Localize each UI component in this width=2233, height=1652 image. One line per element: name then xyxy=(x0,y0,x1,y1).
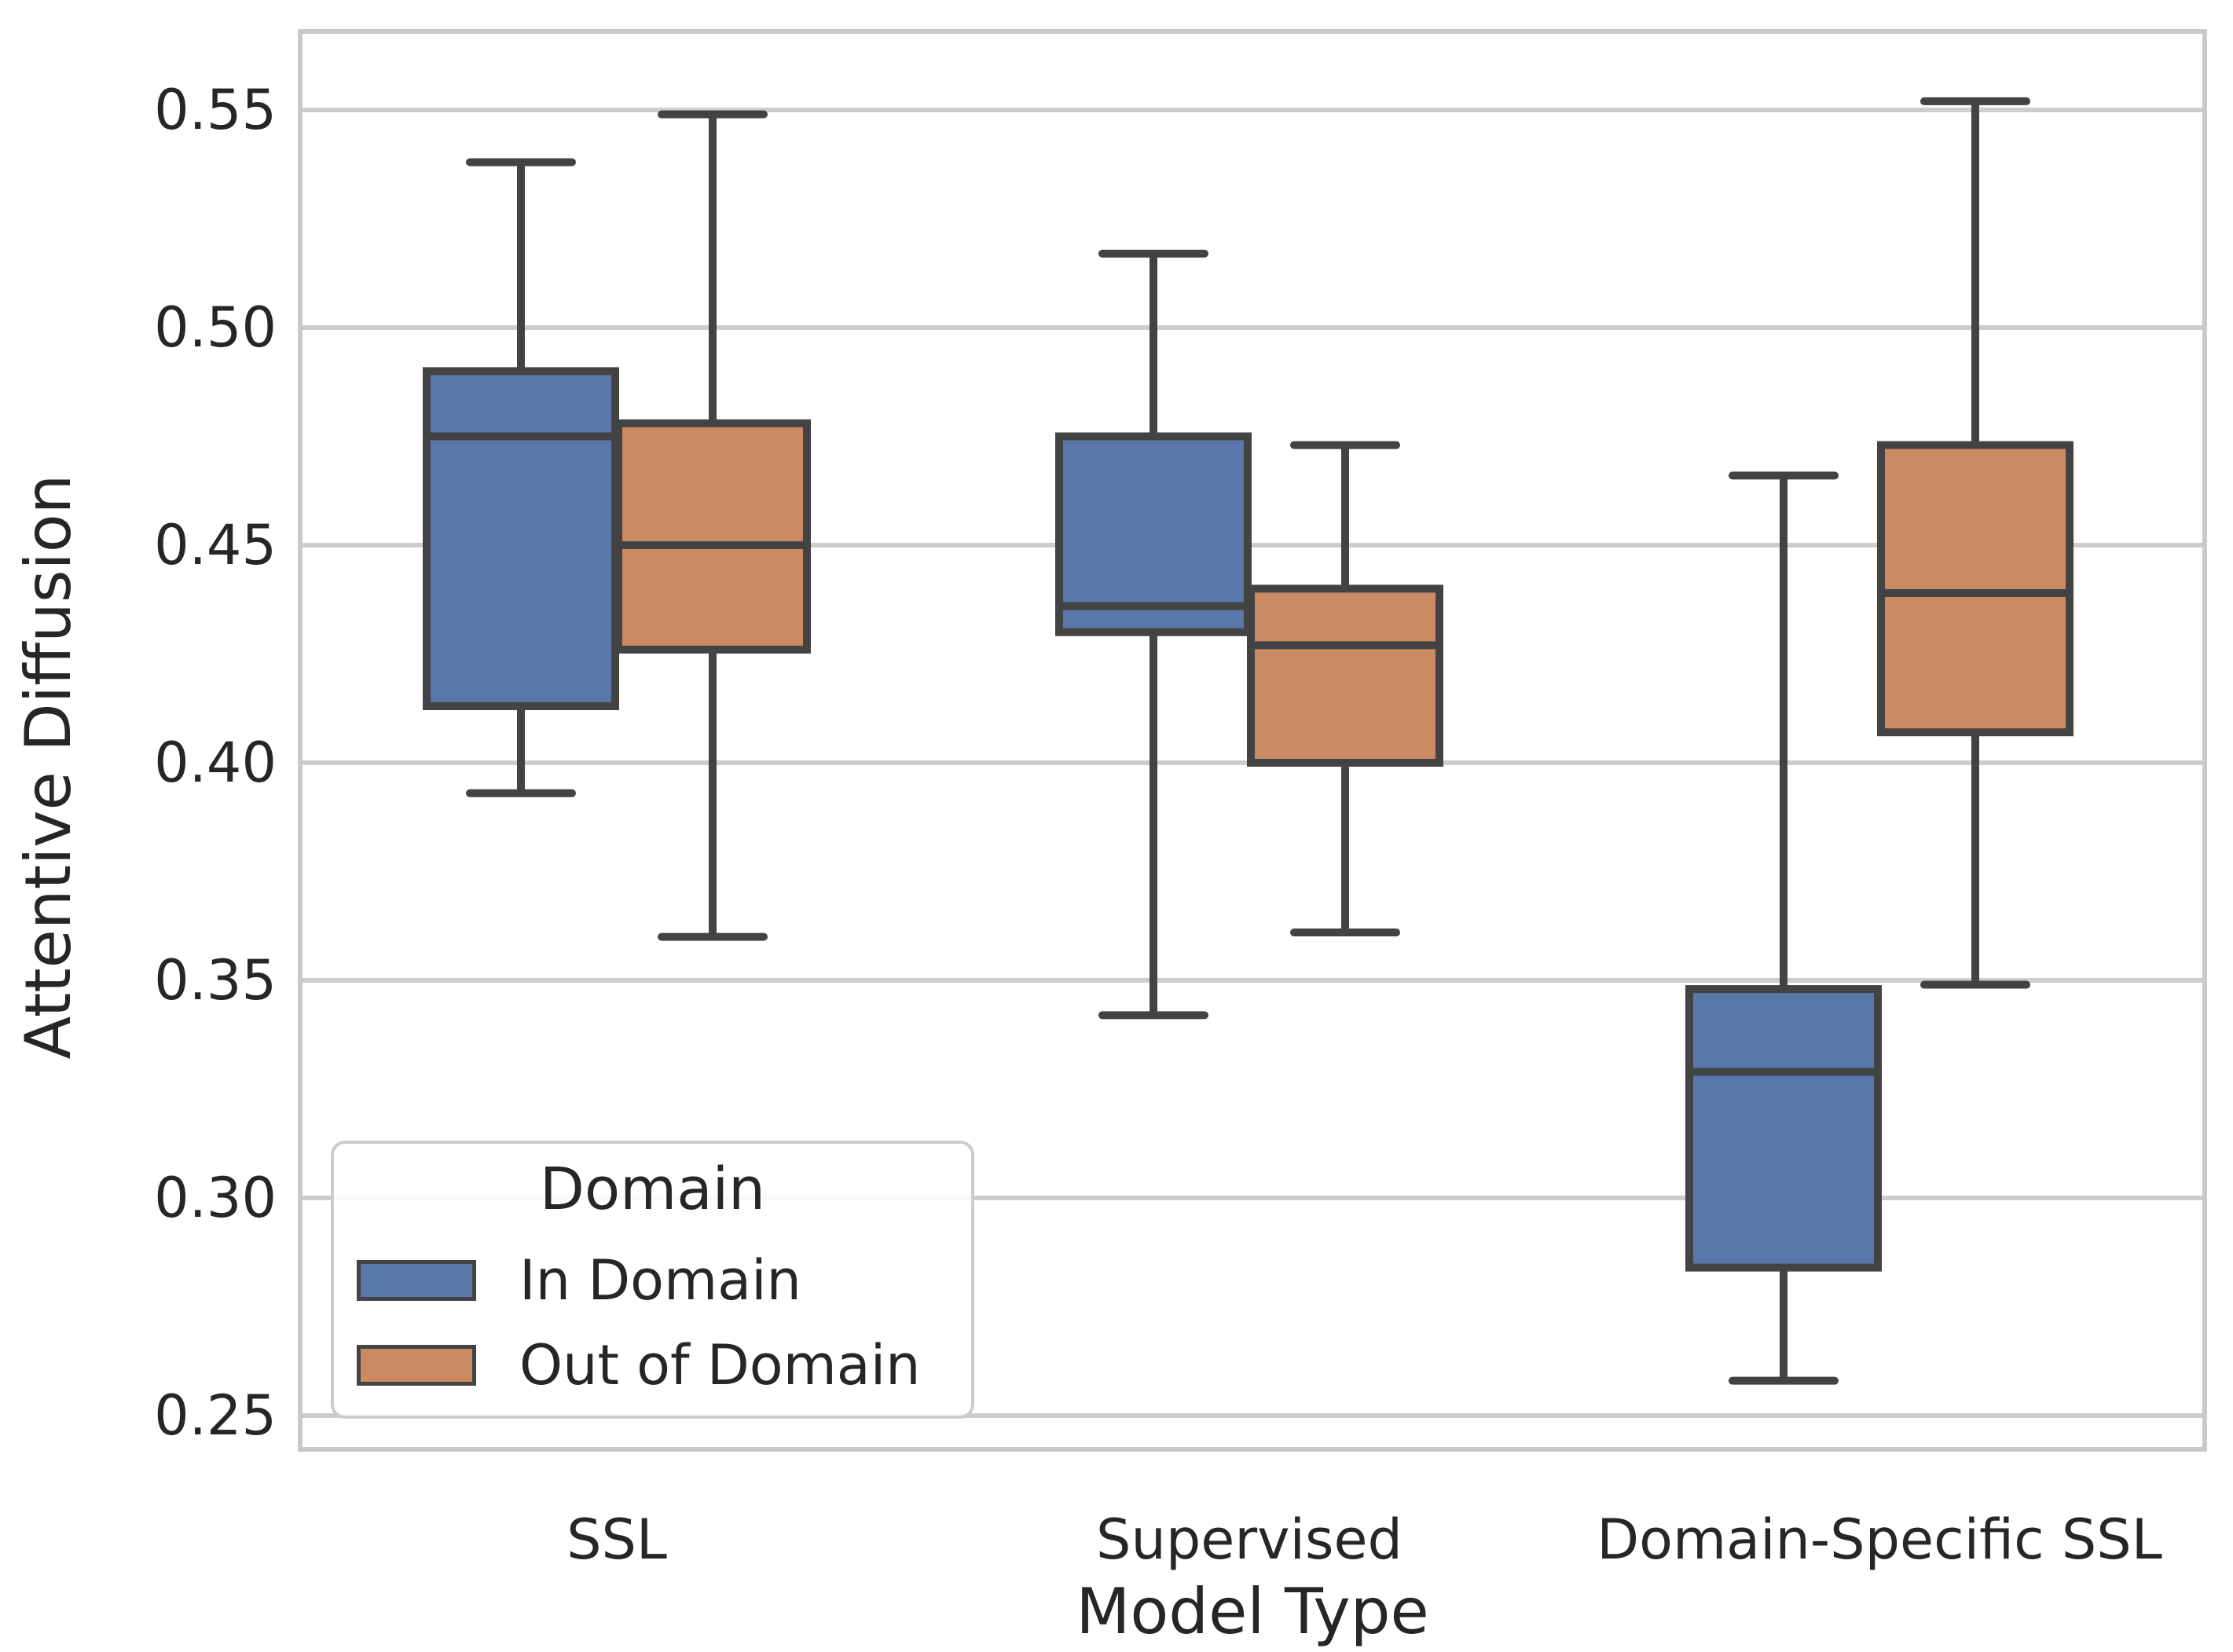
x-tick-label-domain-specific-ssl: Domain-Specific SSL xyxy=(1597,1507,2162,1572)
box-body xyxy=(1247,584,1443,767)
box-ssl-in-domain xyxy=(423,158,619,797)
box-body xyxy=(614,419,811,654)
y-axis-label: Attentive Diffusion xyxy=(12,474,85,1060)
box-domain-specific-ssl-in-domain xyxy=(1685,471,1882,1385)
box-domain-specific-ssl-out-of-domain xyxy=(1877,97,2074,989)
box-body xyxy=(1877,441,2074,737)
box-supervised-out-of-domain xyxy=(1247,441,1443,937)
out-of-domain-swatch xyxy=(357,1345,476,1386)
in-domain-swatch xyxy=(357,1260,476,1301)
box-ssl-out-of-domain xyxy=(614,110,811,941)
box-body xyxy=(1055,432,1252,636)
box-supervised-in-domain xyxy=(1055,249,1252,1020)
y-tick-label-0.50: 0.50 xyxy=(154,295,277,360)
legend: Domain In Domain Out of Domain xyxy=(331,1141,974,1419)
x-tick-label-supervised: Supervised xyxy=(1096,1507,1402,1572)
legend-item-label: Out of Domain xyxy=(519,1333,921,1397)
legend-title: Domain xyxy=(539,1156,766,1223)
y-tick-label-0.25: 0.25 xyxy=(154,1383,277,1448)
y-tick-label-0.40: 0.40 xyxy=(154,731,277,795)
x-axis-label: Model Type xyxy=(1076,1575,1429,1648)
y-tick-label-0.45: 0.45 xyxy=(154,513,277,577)
y-tick-label-0.35: 0.35 xyxy=(154,948,277,1013)
x-tick-label-ssl: SSL xyxy=(566,1507,667,1572)
y-tick-label-0.55: 0.55 xyxy=(154,78,277,142)
y-tick-label-0.30: 0.30 xyxy=(154,1166,277,1230)
box-body xyxy=(1685,985,1882,1272)
legend-item-label: In Domain xyxy=(519,1248,801,1313)
plot-frame xyxy=(298,29,2207,1452)
legend-item-out-of-domain: Out of Domain xyxy=(357,1338,921,1393)
legend-item-in-domain: In Domain xyxy=(357,1253,801,1308)
box-body xyxy=(423,367,619,710)
